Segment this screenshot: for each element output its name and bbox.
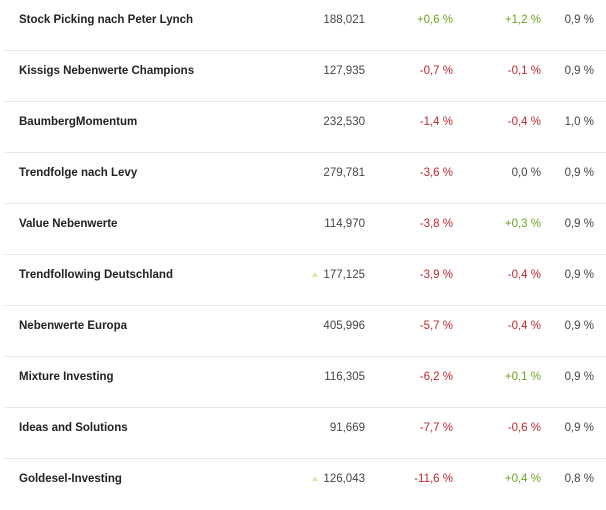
fee-value: 0,9 %	[564, 269, 594, 281]
performance-period-1: -3,9 %	[419, 269, 453, 281]
performance-period-1: -7,7 %	[419, 422, 453, 434]
wikifolio-name-link[interactable]: Value Nebenwerte	[19, 218, 118, 230]
fee-value: 1,0 %	[564, 116, 594, 128]
performance-period-2: +1,2 %	[504, 14, 541, 26]
wikifolio-name-link[interactable]: Stock Picking nach Peter Lynch	[19, 14, 194, 26]
performance-period-1: +0,6 %	[416, 14, 453, 26]
performance-period-2: -0,1 %	[507, 65, 541, 77]
index-value: 91,669	[329, 422, 365, 434]
table-row[interactable]: Trendfolge nach Levy 279,781 -3,6 % 0,0 …	[5, 153, 606, 204]
index-value: 127,935	[323, 65, 365, 77]
performance-period-1: -0,7 %	[419, 65, 453, 77]
fee-value: 0,9 %	[564, 218, 594, 230]
fee-value: 0,9 %	[564, 371, 594, 383]
fee-value: 0,9 %	[564, 14, 594, 26]
table-row[interactable]: Ideas and Solutions 91,669 -7,7 % -0,6 %…	[5, 408, 606, 459]
index-value: 114,970	[324, 218, 365, 230]
table-row[interactable]: Stock Picking nach Peter Lynch 188,021 +…	[5, 0, 606, 51]
index-value: 279,781	[323, 167, 365, 179]
wikifolio-name-link[interactable]: Goldesel-Investing	[19, 473, 122, 485]
performance-period-1: -1,4 %	[419, 116, 453, 128]
performance-period-2: -0,4 %	[507, 320, 541, 332]
performance-period-2: 0,0 %	[511, 167, 541, 179]
table-row[interactable]: Value Nebenwerte 114,970 -3,8 % +0,3 % 0…	[5, 204, 606, 255]
index-value: 116,305	[324, 371, 365, 383]
wikifolio-name-link[interactable]: Trendfolge nach Levy	[19, 167, 138, 179]
performance-period-2: +0,1 %	[504, 371, 541, 383]
wikifolio-name-link[interactable]: Kissigs Nebenwerte Champions	[19, 65, 195, 77]
wikifolio-name-link[interactable]: BaumbergMomentum	[19, 116, 138, 128]
wikifolio-name-link[interactable]: Nebenwerte Europa	[19, 320, 127, 332]
performance-period-1: -11,6 %	[414, 473, 453, 485]
table-row[interactable]: BaumbergMomentum 232,530 -1,4 % -0,4 % 1…	[5, 102, 606, 153]
wikifolio-name-link[interactable]: Ideas and Solutions	[19, 422, 128, 434]
fee-value: 0,9 %	[564, 422, 594, 434]
performance-period-2: +0,3 %	[504, 218, 541, 230]
index-value: 177,125	[312, 255, 365, 295]
index-value: 188,021	[323, 14, 365, 26]
wikifolio-table: Stock Picking nach Peter Lynch 188,021 +…	[5, 0, 606, 510]
index-value: 126,043	[312, 459, 365, 499]
performance-period-2: -0,4 %	[507, 269, 541, 281]
performance-period-2: +0,4 %	[504, 473, 541, 485]
table-row[interactable]: Mixture Investing 116,305 -6,2 % +0,1 % …	[5, 357, 606, 408]
table-row[interactable]: Nebenwerte Europa 405,996 -5,7 % -0,4 % …	[5, 306, 606, 357]
fee-value: 0,8 %	[564, 473, 594, 485]
performance-period-2: -0,4 %	[507, 116, 541, 128]
performance-period-1: -6,2 %	[419, 371, 453, 383]
indicator-triangle-icon	[312, 476, 319, 481]
fee-value: 0,9 %	[564, 167, 594, 179]
performance-period-2: -0,6 %	[507, 422, 541, 434]
performance-period-1: -3,6 %	[419, 167, 453, 179]
index-value: 405,996	[323, 320, 365, 332]
performance-period-1: -3,8 %	[419, 218, 453, 230]
table-row[interactable]: Kissigs Nebenwerte Champions 127,935 -0,…	[5, 51, 606, 102]
table-row[interactable]: Goldesel-Investing 126,043 -11,6 % +0,4 …	[5, 459, 606, 510]
index-value: 232,530	[323, 116, 365, 128]
fee-value: 0,9 %	[564, 320, 594, 332]
performance-period-1: -5,7 %	[419, 320, 453, 332]
wikifolio-name-link[interactable]: Mixture Investing	[19, 371, 114, 383]
fee-value: 0,9 %	[564, 65, 594, 77]
indicator-triangle-icon	[312, 272, 319, 277]
wikifolio-name-link[interactable]: Trendfollowing Deutschland	[19, 269, 173, 281]
table-row[interactable]: Trendfollowing Deutschland 177,125 -3,9 …	[5, 255, 606, 306]
